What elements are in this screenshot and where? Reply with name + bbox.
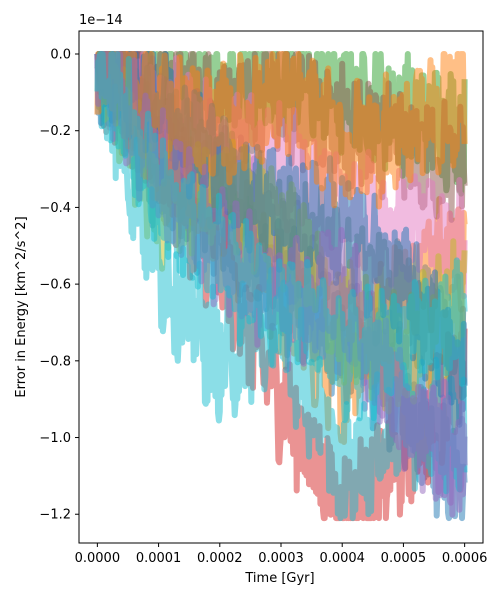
y-tick-label: −0.4 — [39, 201, 71, 216]
y-axis-label: Error in Energy [km^2/s^2] — [14, 216, 29, 397]
y-tick-label: 0.0 — [50, 48, 71, 63]
y-offset-text: 1e−14 — [79, 13, 123, 28]
x-tick-label: 0.0003 — [258, 551, 304, 566]
series-line-14 — [94, 51, 468, 424]
x-tick-label: 0.0002 — [197, 551, 243, 566]
x-tick-label: 0.0004 — [319, 551, 365, 566]
y-tick-label: −0.2 — [39, 124, 71, 139]
x-tick-label: 0.0005 — [381, 551, 427, 566]
y-tick-label: −1.0 — [39, 431, 71, 446]
x-axis-label: Time [Gyr] — [244, 571, 314, 586]
series-layer — [94, 51, 468, 522]
x-tick-label: 0.0001 — [136, 551, 182, 566]
y-tick-label: −0.8 — [39, 354, 71, 369]
y-ticks: 0.0 −0.2 −0.4 −0.6 −0.8 −1.0 −1.2 — [39, 48, 79, 523]
x-ticks: 0.0000 0.0001 0.0002 0.0003 0.0004 0.0005 0.00… — [75, 543, 488, 566]
y-tick-label: −0.6 — [39, 278, 71, 293]
x-tick-label: 0.0006 — [442, 551, 488, 566]
y-tick-label: −1.2 — [39, 508, 71, 523]
x-tick-label: 0.0000 — [75, 551, 121, 566]
series-line-12 — [94, 51, 468, 210]
